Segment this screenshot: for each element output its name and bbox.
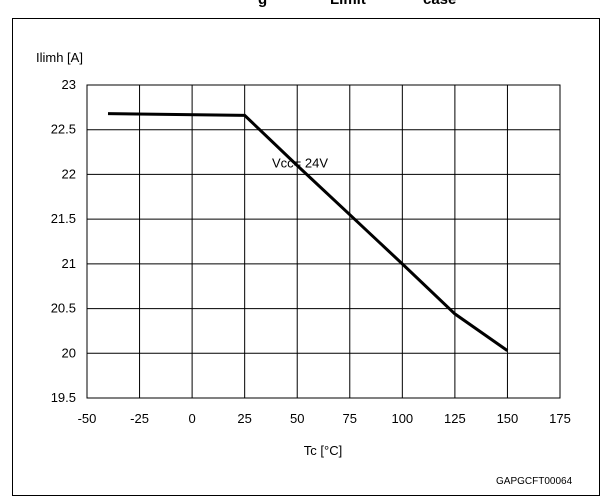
chart-frame <box>12 18 600 496</box>
series-line <box>107 112 509 352</box>
x-tick-label: 175 <box>549 411 571 426</box>
x-tick-label: 75 <box>343 411 357 426</box>
x-tick-label: 25 <box>237 411 251 426</box>
plot-area <box>86 84 561 399</box>
y-axis-ticks: 19.5 20 20.5 21 21.5 22 22.5 23 <box>51 77 76 405</box>
x-axis-label: Tc [°C] <box>304 443 342 458</box>
x-tick-label: 50 <box>290 411 304 426</box>
y-tick-label: 23 <box>62 77 76 92</box>
x-tick-label: 125 <box>444 411 466 426</box>
x-tick-label: -25 <box>130 411 149 426</box>
x-tick-label: -50 <box>78 411 97 426</box>
header-fragment: case <box>423 0 456 8</box>
y-tick-label: 20 <box>62 345 76 360</box>
figure-code: GAPGCFT00064 <box>496 476 573 487</box>
x-tick-label: 150 <box>497 411 519 426</box>
x-tick-label: 0 <box>188 411 195 426</box>
y-tick-label: 21.5 <box>51 211 76 226</box>
y-tick-label: 22 <box>62 166 76 181</box>
x-axis-ticks: -50 -25 0 25 50 75 100 125 150 175 <box>78 411 571 426</box>
series-layer <box>107 112 509 352</box>
x-tick-label: 100 <box>391 411 413 426</box>
header-fragment: Limit <box>330 0 366 8</box>
y-tick-label: 22.5 <box>51 122 76 137</box>
y-tick-label: 19.5 <box>51 390 76 405</box>
y-tick-label: 20.5 <box>51 301 76 316</box>
y-axis-label: Ilimh [A] <box>36 50 83 65</box>
cropped-header-text: g Limit case <box>0 0 616 18</box>
y-tick-label: 21 <box>62 256 76 271</box>
grid-lines <box>86 84 561 399</box>
header-fragment: g <box>258 0 267 8</box>
annotation-vcc: Vcc= 24V <box>272 156 328 171</box>
